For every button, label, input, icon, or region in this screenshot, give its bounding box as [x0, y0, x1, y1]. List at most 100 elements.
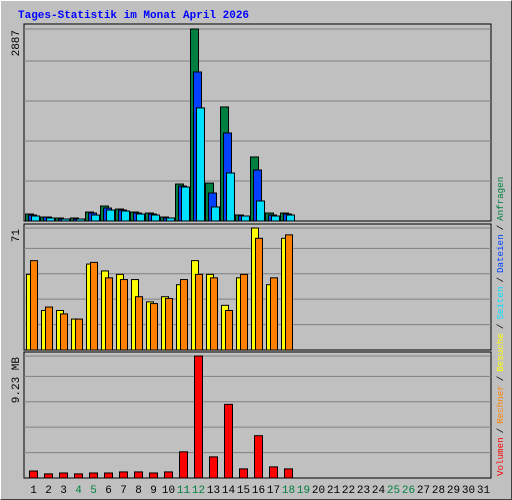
bar [135, 296, 143, 351]
bar [164, 471, 173, 479]
legend-separator: / [495, 376, 506, 382]
bar [194, 355, 203, 479]
x-tick-label: 25 [387, 485, 400, 497]
x-tick-label: 2 [45, 485, 52, 497]
bar [285, 234, 293, 351]
bar [90, 261, 98, 351]
x-tick-label: 1 [30, 485, 37, 497]
x-tick-label: 17 [267, 485, 280, 497]
bar [286, 214, 295, 222]
bar [256, 200, 265, 222]
x-tick-label: 3 [60, 485, 67, 497]
x-tick-label: 19 [297, 485, 310, 497]
x-tick-label: 26 [402, 485, 415, 497]
bar [166, 217, 175, 222]
x-tick-label: 4 [75, 485, 82, 497]
bar [45, 306, 53, 351]
x-tick-label: 30 [462, 485, 475, 497]
bar [284, 468, 293, 479]
legend-separator: / [495, 428, 506, 434]
legend-entry: Besuche [495, 333, 506, 372]
bar [240, 273, 248, 351]
x-tick-label: 27 [417, 485, 430, 497]
bar [136, 213, 145, 222]
legend-separator: / [495, 225, 506, 231]
bar [209, 456, 218, 479]
bar [270, 277, 278, 351]
bar [121, 210, 130, 222]
bar [76, 218, 85, 222]
bar [134, 471, 143, 479]
legend-entry: Volumen [495, 437, 506, 476]
bar [106, 209, 115, 222]
y-tick-label: 71 [11, 229, 23, 243]
x-tick-label: 13 [207, 485, 220, 497]
legend: Volumen / Rechner / Besuche / Seiten / Dateien / A… [495, 177, 506, 476]
bar [75, 318, 83, 351]
x-tick-label: 14 [222, 485, 236, 497]
bar [255, 237, 263, 351]
x-tick-label: 16 [252, 485, 265, 497]
bar [60, 313, 68, 351]
legend-separator: / [495, 277, 506, 283]
bar [254, 435, 263, 479]
bar [29, 470, 38, 479]
bar [196, 107, 205, 222]
x-tick-label: 9 [150, 485, 157, 497]
y-tick-label: 2887 [11, 30, 23, 56]
bar [165, 297, 173, 351]
x-tick-label: 12 [192, 485, 205, 497]
bar [119, 471, 128, 479]
x-tick-label: 5 [90, 485, 97, 497]
bar [239, 468, 248, 479]
bar [181, 186, 190, 222]
x-tick-label: 8 [135, 485, 142, 497]
bar [59, 472, 68, 479]
bar [104, 472, 113, 479]
bar [74, 473, 83, 479]
bar [226, 172, 235, 222]
legend-entry: Seiten [495, 287, 506, 320]
bar [105, 277, 113, 351]
bar [31, 215, 40, 222]
x-tick-label: 6 [105, 485, 112, 497]
bar [120, 279, 128, 351]
bar [91, 214, 100, 222]
x-tick-label: 10 [162, 485, 175, 497]
x-tick-label: 24 [372, 485, 386, 497]
bar [151, 214, 160, 222]
bar [44, 473, 53, 479]
bar [61, 218, 70, 222]
x-tick-label: 29 [447, 485, 460, 497]
bar [180, 279, 188, 351]
y-tick-label: 9.23 MB [11, 357, 23, 404]
x-tick-label: 18 [282, 485, 295, 497]
legend-entry: Dateien [495, 234, 506, 273]
x-tick-label: 7 [120, 485, 127, 497]
chart-title: Tages-Statistik im Monat April 2026 [18, 10, 249, 22]
legend-entry: Anfragen [495, 177, 506, 221]
x-tick-label: 15 [237, 485, 250, 497]
x-tick-label: 20 [312, 485, 325, 497]
x-tick-label: 28 [432, 485, 445, 497]
bar [30, 260, 38, 351]
bar [211, 206, 220, 222]
bar [89, 472, 98, 479]
x-tick-label: 31 [477, 485, 491, 497]
bar [224, 403, 233, 479]
bar [210, 277, 218, 351]
legend-separator: / [495, 324, 506, 330]
x-tick-label: 22 [342, 485, 355, 497]
bar [46, 217, 55, 222]
bar [225, 309, 233, 351]
x-tick-label: 11 [177, 485, 191, 497]
x-tick-label: 21 [327, 485, 341, 497]
bar [195, 273, 203, 351]
bar [150, 303, 158, 351]
bar [241, 215, 250, 222]
x-tick-label: 23 [357, 485, 370, 497]
bar [149, 472, 158, 479]
bar [269, 466, 278, 479]
